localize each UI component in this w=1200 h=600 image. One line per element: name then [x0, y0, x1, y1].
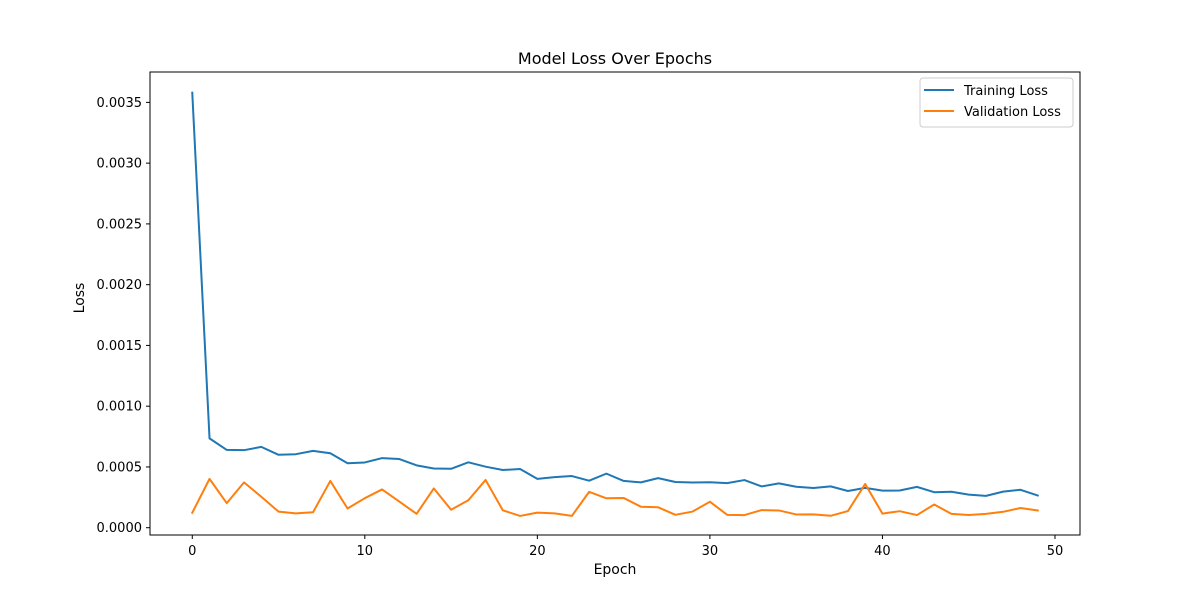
y-axis-label: Loss — [72, 283, 88, 314]
y-tick-label: 0.0035 — [97, 96, 143, 111]
y-tick-label: 0.0010 — [97, 400, 143, 415]
legend-label-validation-loss: Validation Loss — [964, 105, 1061, 120]
y-tick-label: 0.0025 — [97, 217, 143, 232]
axes-frame — [149, 71, 1081, 536]
legend-label-training-loss: Training Loss — [963, 84, 1048, 99]
x-tick-label: 10 — [357, 544, 374, 559]
legend: Training Loss Validation Loss — [919, 77, 1074, 128]
y-axis-ticks: 0.0000 0.0005 0.0010 0.0015 0.0020 0.0025 0.00… — [97, 96, 150, 536]
x-tick-label: 20 — [529, 544, 546, 559]
chart-title: Model Loss Over Epochs — [518, 49, 712, 68]
y-tick-label: 0.0030 — [97, 157, 143, 172]
series-layer — [190, 91, 1039, 517]
y-tick-label: 0.0005 — [97, 460, 143, 475]
series-line-training-loss — [191, 91, 1039, 497]
x-axis-ticks: 0 10 20 30 40 50 — [188, 535, 1063, 559]
x-tick-label: 40 — [874, 544, 891, 559]
x-tick-label: 0 — [188, 544, 196, 559]
y-tick-label: 0.0020 — [97, 278, 143, 293]
x-tick-label: 50 — [1047, 544, 1064, 559]
plot-area: 0 10 20 30 40 50 0.00000.00050.00100.00150.00… — [97, 71, 1081, 559]
series-line-validation-loss — [190, 477, 1039, 517]
y-tick-label: 0.0015 — [97, 339, 143, 354]
x-tick-label: 30 — [702, 544, 719, 559]
y-tick-label: 0.0000 — [97, 521, 143, 536]
x-axis-label: Epoch — [594, 562, 637, 578]
legend-box — [919, 77, 1074, 128]
